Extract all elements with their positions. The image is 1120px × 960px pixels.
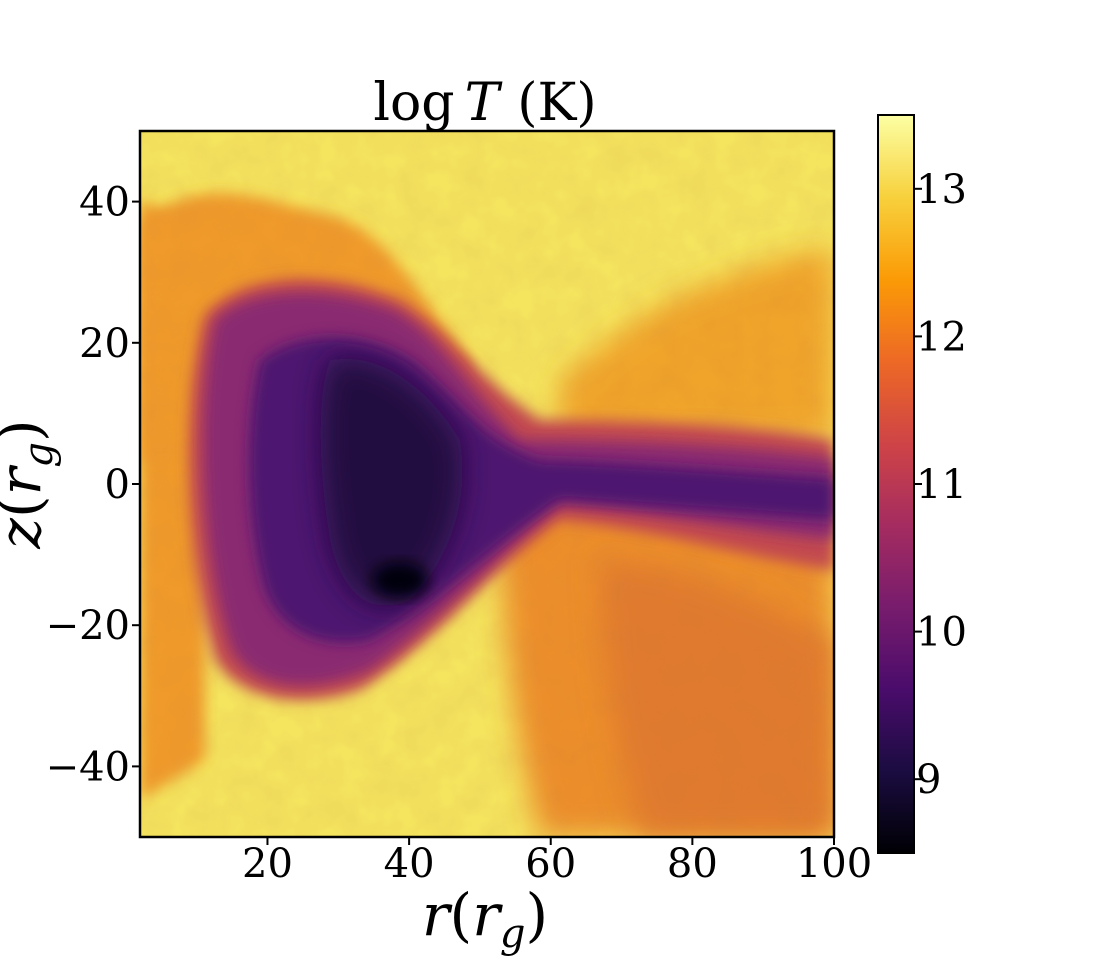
y-tick-label: 0 (105, 462, 130, 508)
x-tick-label: 80 (667, 841, 718, 887)
title-unit: (K) (517, 73, 596, 133)
title-var: T (465, 73, 503, 133)
chart-title: log T (K) (373, 73, 596, 133)
y-tick-label: 40 (79, 180, 130, 226)
colorbar-tick-label: 12 (916, 314, 967, 360)
y-tick-label: 20 (79, 321, 130, 367)
y-axis-label: z(rg) (0, 419, 62, 549)
x-tick-label: 100 (796, 841, 872, 887)
xlabel-main: r (422, 881, 453, 949)
colorbar-ticks: 13 12 11 10 9 (914, 167, 967, 803)
colorbar-tick-label: 10 (916, 610, 967, 656)
ylabel-sub: g (16, 442, 62, 468)
x-axis-ticks: 20 40 60 80 100 (242, 837, 872, 887)
colorbar-tick-label: 13 (916, 167, 967, 213)
colorbar-tick-label: 11 (916, 462, 967, 508)
x-axis-label: r(rg) (422, 881, 548, 957)
x-tick-label: 40 (384, 841, 435, 887)
title-func: log (373, 73, 454, 133)
y-tick-label: −40 (46, 744, 130, 790)
xlabel-sub: g (500, 911, 526, 957)
colorbar (877, 114, 915, 854)
ylabel-main: z (0, 518, 54, 550)
x-tick-label: 20 (242, 841, 293, 887)
y-tick-label: −20 (46, 603, 130, 649)
x-tick-label: 60 (525, 841, 576, 887)
heatmap-image (140, 131, 834, 837)
xlabel-sub-main: r (472, 881, 503, 949)
colorbar-tick-label: 9 (916, 757, 941, 803)
ylabel-sub-main: r (0, 464, 54, 495)
y-axis-ticks: 40 20 0 −20 −40 (46, 180, 140, 790)
